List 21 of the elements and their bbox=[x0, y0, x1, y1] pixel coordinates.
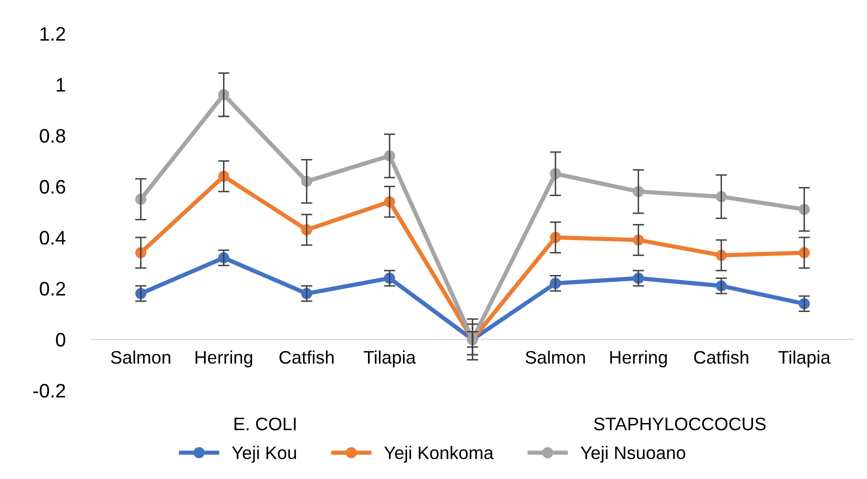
x-tick-label: Catfish bbox=[694, 350, 748, 364]
x-tick-label: Tilapia bbox=[778, 350, 830, 368]
y-tick-label: 0.8 bbox=[40, 128, 66, 143]
legend-label: Yeji Konkoma bbox=[384, 446, 494, 463]
x-tick-label: Tilapia bbox=[364, 350, 416, 368]
legend-label: Yeji Nsuoano bbox=[580, 446, 686, 463]
text: STAPHYLOCCOCUS bbox=[594, 418, 766, 430]
y-tick-label: 1.2 bbox=[40, 27, 66, 41]
x-tick-label: Herring bbox=[196, 350, 252, 368]
x-tick-label: Salmon bbox=[526, 350, 585, 364]
y-tick-label: 0.2 bbox=[40, 282, 66, 296]
x-tick-label: Herring bbox=[610, 350, 667, 368]
x-tick-label: Salmon bbox=[111, 350, 170, 364]
y-tick-label: 0.6 bbox=[40, 180, 66, 194]
y-tick-label: 1 bbox=[56, 78, 66, 92]
y-tick-label: -0.2 bbox=[33, 384, 66, 398]
y-tick-label: 0.4 bbox=[40, 230, 66, 245]
legend-label: Yeji Kou bbox=[232, 446, 296, 463]
text: E. COLI bbox=[234, 418, 296, 430]
x-tick-label: Catfish bbox=[279, 350, 334, 364]
y-tick-label: 0 bbox=[56, 332, 66, 347]
